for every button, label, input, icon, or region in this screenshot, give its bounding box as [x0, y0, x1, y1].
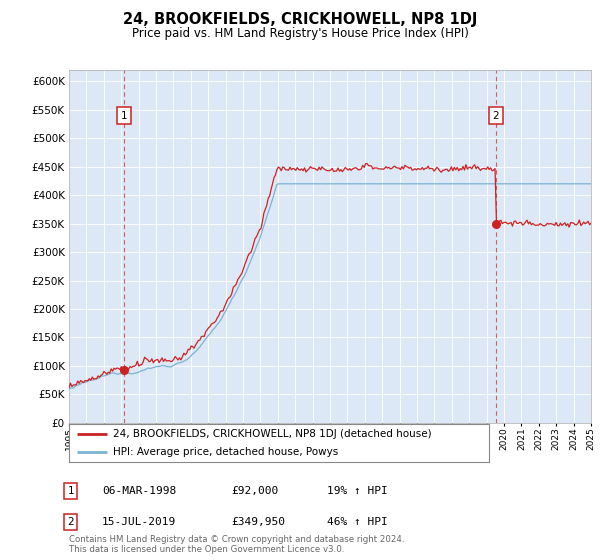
Text: 19% ↑ HPI: 19% ↑ HPI	[327, 486, 388, 496]
Text: Contains HM Land Registry data © Crown copyright and database right 2024.
This d: Contains HM Land Registry data © Crown c…	[69, 535, 404, 554]
Text: 24, BROOKFIELDS, CRICKHOWELL, NP8 1DJ (detached house): 24, BROOKFIELDS, CRICKHOWELL, NP8 1DJ (d…	[113, 429, 432, 439]
Text: £92,000: £92,000	[231, 486, 278, 496]
Text: 1: 1	[121, 110, 128, 120]
Text: Price paid vs. HM Land Registry's House Price Index (HPI): Price paid vs. HM Land Registry's House …	[131, 27, 469, 40]
Text: 06-MAR-1998: 06-MAR-1998	[102, 486, 176, 496]
Text: 1: 1	[67, 486, 74, 496]
Text: 15-JUL-2019: 15-JUL-2019	[102, 517, 176, 527]
Text: £349,950: £349,950	[231, 517, 285, 527]
Text: 46% ↑ HPI: 46% ↑ HPI	[327, 517, 388, 527]
Text: 2: 2	[67, 517, 74, 527]
Text: HPI: Average price, detached house, Powys: HPI: Average price, detached house, Powy…	[113, 447, 338, 457]
Text: 2: 2	[493, 110, 499, 120]
Text: 24, BROOKFIELDS, CRICKHOWELL, NP8 1DJ: 24, BROOKFIELDS, CRICKHOWELL, NP8 1DJ	[123, 12, 477, 27]
